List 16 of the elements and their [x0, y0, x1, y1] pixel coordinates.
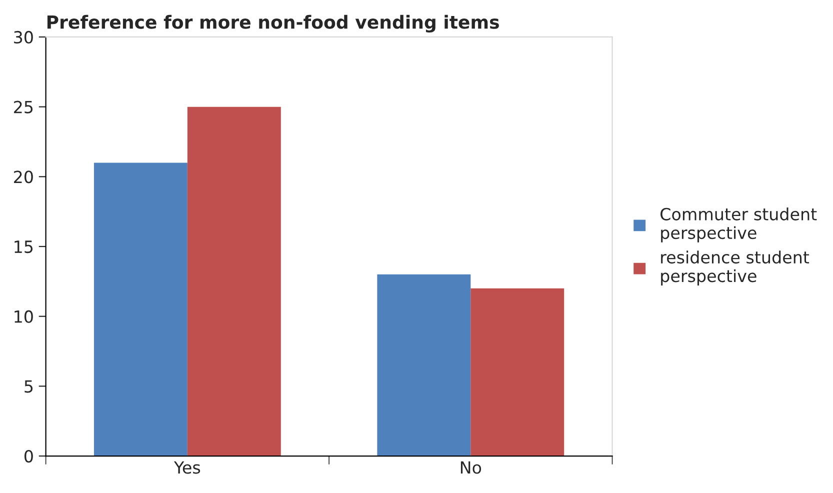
legend-label: Commuter student perspective: [660, 208, 817, 242]
y-tick-label: 0: [24, 450, 33, 463]
chart-title: Preference for more non-food vending items: [47, 14, 499, 33]
y-tick-label: 10: [14, 310, 33, 323]
y-tick-label: 25: [14, 100, 33, 114]
bar: [470, 288, 564, 456]
bar: [377, 274, 471, 456]
y-tick-label: 20: [14, 170, 33, 184]
bar: [94, 162, 188, 456]
x-tick-label: Yes: [174, 461, 200, 474]
bar: [187, 106, 281, 456]
y-tick-label: 30: [14, 30, 33, 44]
x-tick-label: No: [460, 461, 482, 474]
y-tick-label: 15: [14, 240, 33, 254]
legend-label: residence student perspective: [661, 250, 810, 286]
y-tick-label: 5: [24, 380, 33, 393]
